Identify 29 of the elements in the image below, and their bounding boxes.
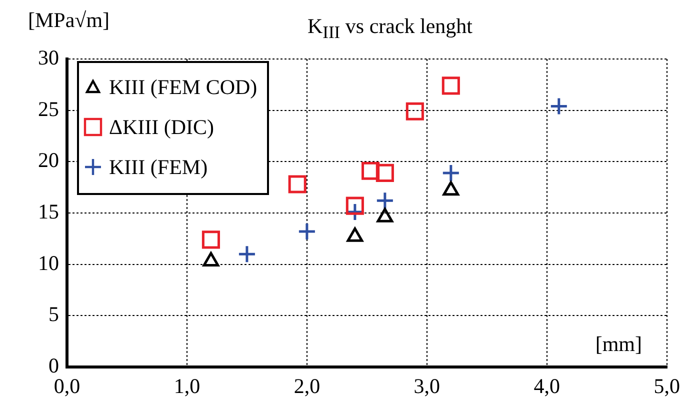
point [298,222,316,241]
legend-label: KIII (FEM) [109,154,208,181]
y-tick-label: 30 [38,46,59,70]
point [238,244,256,264]
y-axis-title: [MPa√m] [28,8,110,33]
x-tick-label: 1,0 [174,374,200,398]
point [442,164,460,182]
point [288,175,306,194]
x-tick-label: 3,0 [414,374,440,398]
y-tick-label: 10 [38,250,59,275]
point [376,191,394,210]
point [406,102,424,120]
x-tick-label: 2,0 [294,374,320,398]
point [202,230,220,249]
legend-label: KIII (FEM COD) [109,74,258,101]
point [362,162,380,180]
point [346,196,364,215]
chart-title: K$_{III}$ vs crack lenght [307,14,473,42]
point [550,96,568,116]
point [376,164,394,182]
y-tick-label: 15 [38,200,59,224]
y-tick-label: 20 [38,148,59,172]
y-tick-label: 25 [38,96,59,121]
x-tick-label: 5,0 [654,374,680,398]
y-tick-label: 5 [48,302,59,326]
x-axis-title: [mm] [595,332,642,357]
x-tick-label: 4,0 [534,374,560,398]
point [442,76,460,95]
legend-label: ΔKIII (DIC) [109,114,214,141]
